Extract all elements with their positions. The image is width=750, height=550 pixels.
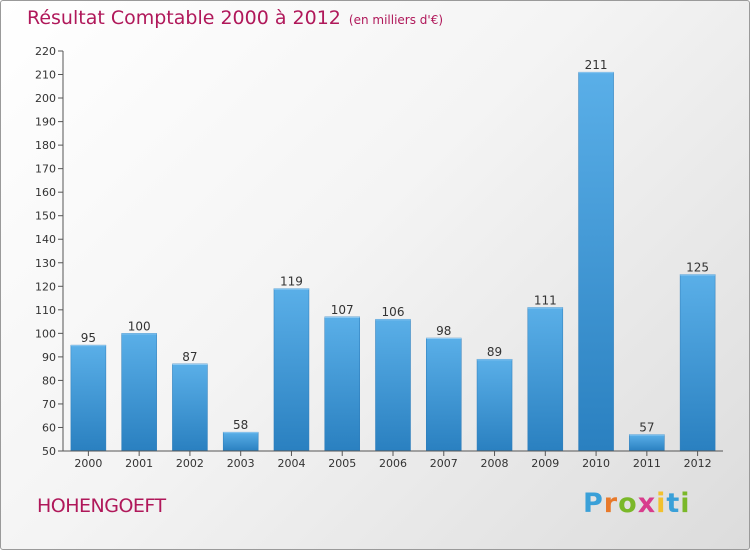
x-tick-label: 2002 (176, 457, 204, 470)
x-tick-label: 2008 (481, 457, 509, 470)
data-label: 89 (487, 345, 502, 359)
bar-2012 (679, 274, 716, 452)
data-label: 211 (585, 58, 608, 72)
proxiti-logo: Proxiti (583, 488, 691, 519)
data-label: 100 (128, 319, 151, 333)
y-tick-label: 140 (35, 233, 56, 246)
y-tick-label: 170 (35, 163, 56, 176)
y-tick-label: 110 (35, 304, 56, 317)
y-tick-label: 190 (35, 116, 56, 129)
y-tick-label: 80 (42, 374, 56, 387)
x-tick-label: 2000 (74, 457, 102, 470)
bar-2011 (629, 434, 665, 452)
y-tick-label: 50 (42, 445, 56, 458)
x-tick-label: 2007 (430, 457, 458, 470)
x-tick-label: 2012 (684, 457, 712, 470)
bar-2003 (222, 431, 259, 452)
logo-letter: P (583, 488, 604, 519)
logo-letter: t (666, 488, 681, 519)
data-label: 125 (686, 261, 709, 275)
x-tick-label: 2011 (633, 457, 661, 470)
x-tick-label: 2005 (328, 457, 356, 470)
y-tick-label: 210 (35, 69, 56, 82)
logo-letter: o (618, 488, 638, 519)
logo-letter: x (637, 488, 657, 519)
data-label: 119 (280, 275, 303, 289)
x-tick-label: 2001 (125, 457, 153, 470)
x-tick-label: 2010 (582, 457, 610, 470)
bar-2008 (476, 358, 513, 452)
y-tick-label: 120 (35, 280, 56, 293)
x-tick-label: 2009 (531, 457, 559, 470)
y-tick-label: 60 (42, 421, 56, 434)
data-label: 107 (331, 303, 354, 317)
chart-subtitle: (en milliers d'€) (348, 13, 444, 27)
chart-title-text: Résultat Comptable 2000 à 2012 (27, 7, 341, 29)
bar-2007 (426, 337, 462, 452)
logo-letter: i (680, 488, 691, 519)
bar-2000 (70, 344, 107, 452)
y-tick-label: 100 (35, 327, 56, 340)
y-tick-label: 220 (35, 45, 56, 58)
bar-2010 (578, 71, 614, 452)
commune-name: HOHENGOEFT (37, 495, 166, 517)
x-tick-label: 2004 (277, 457, 305, 470)
chart-title: Résultat Comptable 2000 à 2012 (en millie… (27, 7, 443, 29)
data-label: 57 (639, 421, 654, 435)
x-tick-label: 2006 (379, 457, 407, 470)
y-tick-label: 200 (35, 92, 56, 105)
bar-2009 (527, 307, 564, 452)
bar-2006 (375, 318, 411, 452)
bar-2002 (172, 363, 208, 452)
y-tick-label: 70 (42, 398, 56, 411)
data-label: 111 (534, 293, 557, 307)
x-tick-label: 2003 (227, 457, 255, 470)
y-tick-label: 180 (35, 139, 56, 152)
data-label: 95 (81, 331, 96, 345)
bar-2005 (324, 316, 360, 452)
logo-letter: r (603, 488, 619, 519)
data-label: 98 (436, 324, 451, 338)
data-label: 87 (182, 350, 197, 364)
y-tick-label: 150 (35, 210, 56, 223)
data-label: 106 (382, 305, 405, 319)
y-tick-label: 160 (35, 186, 56, 199)
logo-letter: i (656, 488, 667, 519)
y-tick-label: 130 (35, 257, 56, 270)
bar-2001 (121, 333, 157, 452)
bar-2004 (273, 288, 310, 452)
data-label: 58 (233, 418, 248, 432)
y-tick-label: 90 (42, 351, 56, 364)
